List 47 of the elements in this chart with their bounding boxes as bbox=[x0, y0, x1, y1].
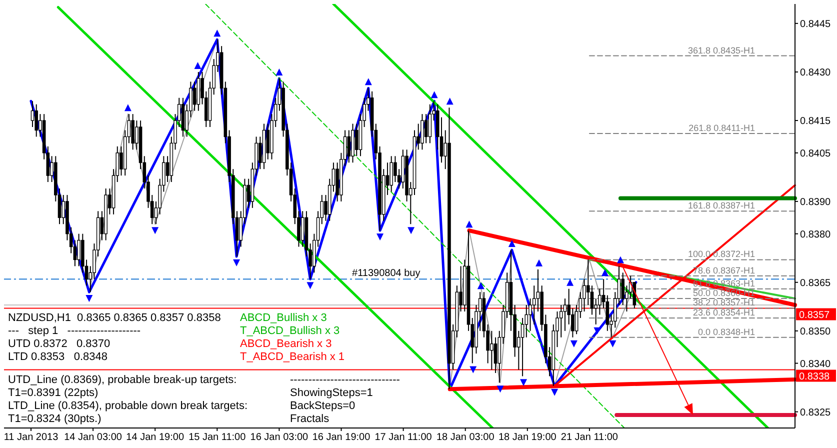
series-label: 361.8 0.8435-H1 bbox=[688, 45, 755, 56]
series-label: 161.8 0.8387-H1 bbox=[688, 200, 755, 211]
annotation: T_ABCD_Bullish x 3 bbox=[240, 325, 340, 337]
y-tick-label: 0.8365 bbox=[800, 278, 832, 289]
y-tick-label: 0.8405 bbox=[800, 148, 832, 160]
y-tick-label: 0.8325 bbox=[800, 407, 832, 418]
annotation: ABCD_Bearish x 3 bbox=[240, 338, 332, 350]
annotation: LTD_Line (0.8354), probable down break targets: bbox=[8, 400, 248, 412]
x-tick-label: 16 Jan 19:00 bbox=[312, 432, 371, 444]
y-tick-label: 0.8430 bbox=[800, 68, 832, 79]
annotation: T1=0.8391 (22pts) bbox=[8, 387, 98, 399]
x-tick-label: 14 Jan 19:00 bbox=[126, 432, 184, 444]
annotation: ------------------------------ bbox=[290, 374, 400, 386]
x-tick-label: 21 Jan 11:00 bbox=[560, 432, 618, 444]
y-tick-label: 0.8415 bbox=[800, 116, 832, 128]
y-tick-label: 0.8390 bbox=[800, 196, 832, 208]
annotation: T1=0.8324 (30pts.) bbox=[8, 413, 102, 425]
y-tick-label: 0.8340 bbox=[800, 358, 832, 370]
x-tick-label: 14 Jan 03:00 bbox=[64, 432, 122, 444]
annotation: Fractals bbox=[290, 413, 330, 425]
ref-line-label: 0.8357 bbox=[799, 310, 830, 322]
y-tick-label: 0.8350 bbox=[800, 326, 832, 338]
annotation: LTD 0.8353 0.8348 bbox=[8, 351, 108, 363]
y-tick-label: 0.8380 bbox=[800, 229, 832, 240]
x-tick-label: 18 Jan 03:00 bbox=[436, 432, 495, 444]
x-tick-label: 16 Jan 03:00 bbox=[250, 432, 309, 444]
series-label: 78.6 0.8367-H1 bbox=[692, 265, 755, 276]
annotation: BackSteps=0 bbox=[290, 400, 356, 412]
series-label: 38.2 0.8357-H1 bbox=[692, 298, 755, 308]
ref-line-label: 0.8338 bbox=[799, 372, 830, 383]
series-label: 23.6 0.8354-H1 bbox=[692, 307, 755, 318]
annotation: UTD 0.8372 0.8370 bbox=[8, 338, 110, 350]
x-tick-label: 11 Jan 2013 bbox=[4, 432, 59, 444]
series-label: 261.8 0.8411-H1 bbox=[688, 122, 755, 133]
annotation: --- step 1 -------------------- bbox=[8, 325, 141, 337]
x-tick-label: 15 Jan 11:00 bbox=[188, 432, 246, 444]
annotation: NZDUSD,H1 0.8365 0.8365 0.8357 0.8358 bbox=[8, 312, 221, 324]
annotation: T_ABCD_Bearish x 1 bbox=[240, 351, 345, 363]
y-tick-label: 0.8445 bbox=[800, 18, 832, 30]
series-label: 0.0 0.8348-H1 bbox=[698, 326, 755, 337]
ref-line-label: #11390804 buy bbox=[352, 268, 420, 280]
annotation: ShowingSteps=1 bbox=[290, 387, 373, 399]
series-label: 100.0 0.8372-H1 bbox=[688, 249, 755, 260]
annotation: ABCD_Bullish x 3 bbox=[240, 312, 327, 324]
annotation: UTD_Line (0.8369), probable break-up targets: bbox=[8, 374, 237, 386]
x-tick-label: 17 Jan 11:00 bbox=[374, 432, 432, 444]
x-tick-label: 18 Jan 19:00 bbox=[498, 432, 557, 444]
